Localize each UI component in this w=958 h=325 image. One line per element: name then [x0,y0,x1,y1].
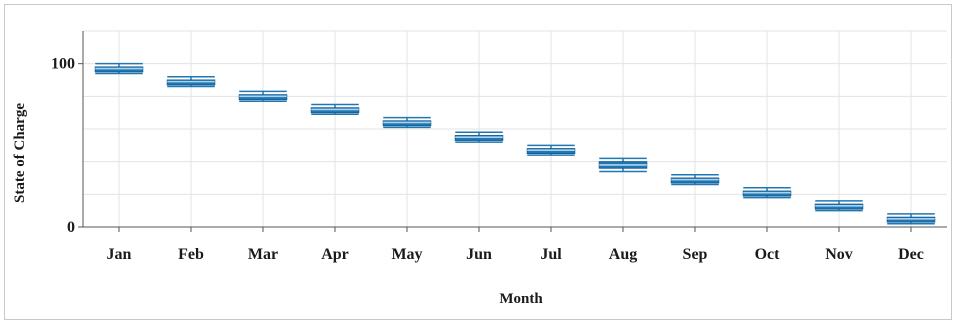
x-tick-label: Jun [466,246,492,263]
box-mar [238,90,288,102]
box-jun [454,131,504,143]
box-body [238,94,288,101]
x-tick-label: Jul [540,246,562,263]
box-may [382,116,432,129]
box-body [886,216,936,223]
box-plot-chart: 0 100 Jan Feb Mar Apr May Jun Jul Aug Sep Oct Nov De… [12,30,947,307]
x-tick-label: Apr [321,246,349,263]
x-tick-label: Oct [755,246,781,263]
x-tick-label: Feb [178,246,204,263]
box-body [382,120,432,127]
box-apr [310,103,360,116]
box-body [670,177,720,184]
y-tick-label: 0 [67,219,75,236]
box-jul [526,144,576,156]
box-aug [598,157,648,173]
box-oct [742,187,792,199]
box-body [454,135,504,141]
axes [78,31,947,232]
box-jan [94,62,144,75]
y-axis-label: State of Charge [12,103,28,203]
box-body [166,79,216,86]
x-tick-label: Dec [898,246,924,263]
box-dec [886,213,936,225]
chart-frame: 0 100 Jan Feb Mar Apr May Jun Jul Aug Sep Oct Nov De… [4,4,952,320]
box-body [742,190,792,197]
box-sep [670,173,720,186]
y-tick-label: 100 [51,56,75,73]
box-body [94,66,144,73]
box-series [94,62,936,225]
x-tick-label: Sep [683,246,708,263]
box-feb [166,75,216,88]
y-tick-labels: 0 100 [51,56,75,236]
box-body [814,203,864,210]
x-axis-label: Month [499,291,543,307]
x-tick-label: Mar [248,246,278,263]
box-body [526,148,576,155]
box-nov [814,200,864,212]
x-tick-labels: Jan Feb Mar Apr May Jun Jul Aug Sep Oct Nov Dec [107,246,924,263]
x-tick-label: Nov [825,246,853,263]
x-tick-label: Aug [609,246,637,263]
x-tick-label: Jan [107,246,132,263]
box-body [310,107,360,114]
grid-lines [83,30,947,227]
x-tick-label: May [391,246,422,263]
